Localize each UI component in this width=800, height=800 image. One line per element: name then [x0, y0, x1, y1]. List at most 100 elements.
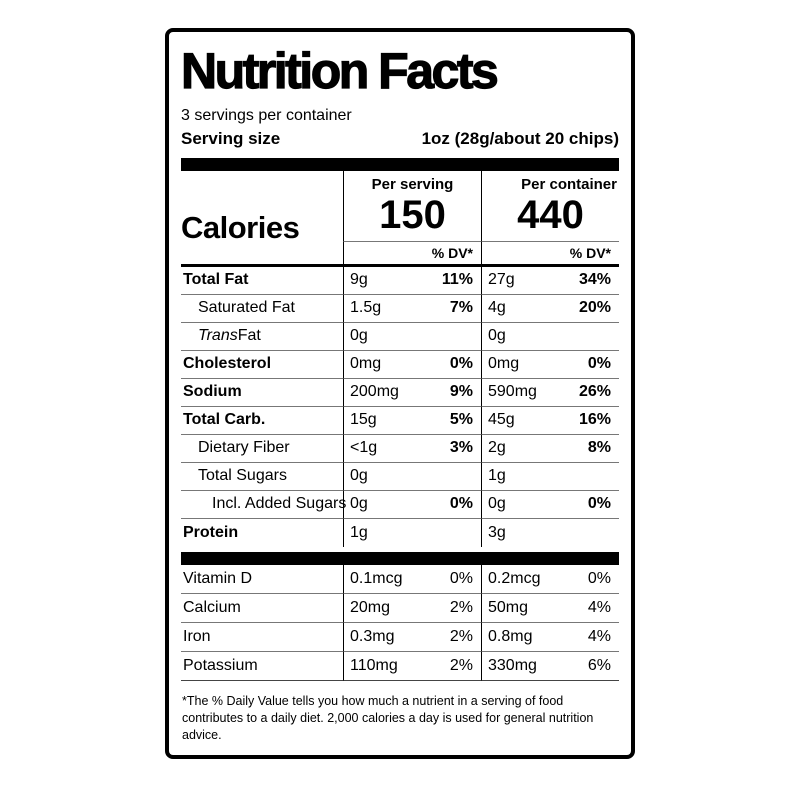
divider-bar-thick-top [181, 158, 619, 171]
nutrient-value-cell: 0g [343, 462, 481, 491]
nutrient-name-text: Dietary Fiber [198, 439, 290, 457]
servings-per-container: 3 servings per container [181, 107, 352, 124]
nutrient-value-cell: 0.8mg 4% [481, 622, 619, 652]
nutrient-value-cell: 0.2mcg 0% [481, 564, 619, 594]
nutrient-value-cell: <1g 3% [343, 434, 481, 463]
nutrient-name: Sodium [181, 379, 343, 407]
nutrient-name: Dietary Fiber [181, 435, 343, 463]
dv-footnote: *The % Daily Value tells you how much a … [182, 693, 594, 742]
nutrient-name-text: Total Sugars [198, 467, 287, 485]
nutrient-value-cell: 330mg 6% [481, 651, 619, 681]
amount-value: 1.5g [350, 299, 382, 317]
amount-value: 0g [488, 327, 506, 345]
nutrient-row: Protein 1g 3g [181, 518, 619, 547]
nutrient-value-cell: 4g 20% [481, 294, 619, 323]
amount-value: 0g [488, 495, 506, 513]
amount-value: 0mg [488, 355, 520, 373]
nutrient-name: Total Sugars [181, 463, 343, 491]
calories-empty-cell [181, 171, 343, 193]
daily-value-percent: 0% [587, 495, 611, 513]
nutrient-name-italic: Trans [198, 327, 238, 345]
daily-value-percent: 0% [587, 569, 611, 587]
amount-value: 9g [350, 271, 368, 289]
nutrient-name-text: Incl. Added Sugars [212, 495, 347, 513]
amount-value: 1g [350, 523, 368, 541]
amount-value: 0.1mcg [350, 569, 403, 587]
nutrient-row: Calcium 20mg 2% 50mg 4% [181, 593, 619, 623]
amount-value: 590mg [488, 383, 537, 401]
amount-value: 0g [350, 467, 368, 485]
dv-header-serving: % DV* [343, 241, 481, 267]
nutrient-rows-section: Total Fat 9g 11% 27g 34% Saturated Fat 1.5g 7% 4… [181, 266, 619, 547]
nutrient-row: Sodium 200mg 9% 590mg 26% [181, 378, 619, 407]
per-serving-header: Per serving [343, 171, 481, 193]
amount-value: 0g [350, 495, 368, 513]
daily-value-percent: 4% [587, 598, 611, 616]
nutrient-value-cell: 20mg 2% [343, 593, 481, 623]
nutrient-value-cell: 27g 34% [481, 266, 619, 295]
nutrient-value-cell: 590mg 26% [481, 378, 619, 407]
nutrient-name: Vitamin D [181, 565, 343, 594]
nutrient-name: Cholesterol [181, 351, 343, 379]
nutrient-value-cell: 1.5g 7% [343, 294, 481, 323]
nutrient-row: Vitamin D 0.1mcg 0% 0.2mcg 0% [181, 564, 619, 594]
serving-size-value: 1oz (28g/about 20 chips) [421, 129, 619, 148]
nutrient-row: Total Carb. 15g 5% 45g 16% [181, 406, 619, 435]
per-container-header: Per container [481, 171, 619, 193]
amount-value: 45g [488, 411, 515, 429]
nutrient-row: Total Fat 9g 11% 27g 34% [181, 266, 619, 295]
nutrient-row: Total Sugars 0g 1g [181, 462, 619, 491]
nutrient-value-cell: 0mg 0% [343, 350, 481, 379]
amount-value: 3g [488, 523, 506, 541]
amount-value: 330mg [488, 656, 537, 674]
label-title: Nutrition Facts [180, 43, 499, 99]
amount-value: 0g [350, 327, 368, 345]
nutrient-name-text: Total Carb. [183, 411, 266, 429]
amount-value: 27g [488, 271, 515, 289]
nutrient-name-text: Protein [183, 523, 239, 541]
nutrient-name-text: Total Fat [183, 271, 249, 289]
nutrient-value-cell: 110mg 2% [343, 651, 481, 681]
nutrition-facts-label: Nutrition Facts 3 servings per container… [165, 28, 635, 760]
nutrient-value-cell: 45g 16% [481, 406, 619, 435]
nutrient-name: Protein [181, 519, 343, 547]
daily-value-percent: 20% [578, 299, 611, 317]
nutrient-row: Dietary Fiber <1g 3% 2g 8% [181, 434, 619, 463]
calories-label: Calories [181, 193, 343, 267]
amount-value: 15g [350, 411, 377, 429]
nutrient-row: Trans Fat 0g 0g [181, 322, 619, 351]
daily-value-percent: 2% [449, 656, 473, 674]
serving-size-row: Serving size 1oz (28g/about 20 chips) [181, 129, 619, 149]
nutrient-value-cell: 1g [481, 462, 619, 491]
nutrient-name-text: Fat [237, 327, 261, 345]
nutrient-name: Calcium [181, 594, 343, 623]
daily-value-percent: 7% [449, 299, 473, 317]
amount-value: 0.8mg [488, 627, 533, 645]
nutrient-name-text: Saturated Fat [198, 299, 295, 317]
daily-value-percent: 0% [449, 355, 473, 373]
daily-value-percent: 9% [449, 383, 473, 401]
daily-value-percent: 34% [578, 271, 611, 289]
nutrient-name: Total Carb. [181, 407, 343, 435]
daily-value-percent: 0% [449, 569, 473, 587]
nutrient-value-cell: 0g 0% [343, 490, 481, 519]
calories-section: Per serving Per container Calories 150 4… [181, 171, 619, 267]
nutrient-row: Potassium 110mg 2% 330mg 6% [181, 651, 619, 681]
nutrient-name-text: Cholesterol [183, 355, 272, 373]
amount-value: 110mg [350, 656, 398, 674]
divider-bar-thick-bottom [181, 551, 619, 565]
nutrient-name-text: Calcium [183, 598, 241, 616]
daily-value-percent: 2% [449, 627, 473, 645]
amount-value: 50mg [488, 598, 529, 616]
serving-size-label: Serving size [181, 129, 281, 148]
amount-value: 20mg [350, 598, 391, 616]
calories-per-serving-value: 150 [343, 193, 481, 242]
nutrient-name-text: Sodium [183, 383, 242, 401]
amount-value: 1g [488, 467, 506, 485]
nutrient-name: Incl. Added Sugars [181, 491, 347, 519]
calories-per-container-value: 440 [481, 193, 619, 242]
nutrient-value-cell: 0g [481, 322, 619, 351]
amount-value: 200mg [350, 383, 399, 401]
nutrient-name-text: Iron [183, 627, 211, 645]
nutrient-value-cell: 9g 11% [343, 266, 481, 295]
